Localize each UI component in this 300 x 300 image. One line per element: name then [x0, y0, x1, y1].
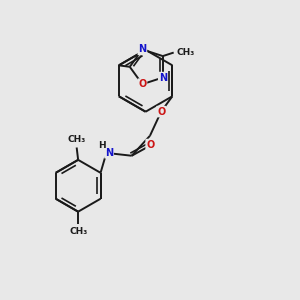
- Text: O: O: [138, 79, 146, 89]
- Text: CH₃: CH₃: [68, 135, 86, 144]
- Text: CH₃: CH₃: [69, 227, 87, 236]
- Text: N: N: [138, 44, 146, 55]
- Text: CH₃: CH₃: [177, 48, 195, 57]
- Text: O: O: [146, 140, 154, 150]
- Text: N: N: [159, 73, 167, 82]
- Text: H: H: [98, 141, 106, 150]
- Text: N: N: [105, 148, 113, 158]
- Text: O: O: [157, 106, 165, 117]
